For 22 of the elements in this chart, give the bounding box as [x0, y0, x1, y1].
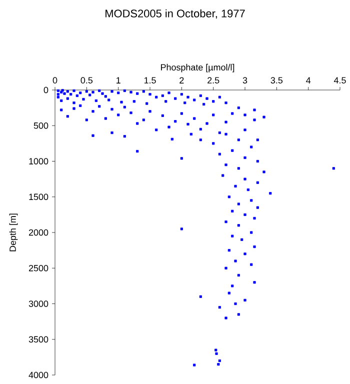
x-tick-label: 0	[52, 77, 58, 84]
x-tick-label: 1	[116, 77, 120, 84]
y-tick-label: 1000	[29, 158, 48, 164]
x-tick-label: 1.5	[144, 77, 156, 84]
y-tick-label: 0	[44, 86, 48, 94]
y-tick-label: 500	[34, 122, 48, 129]
y-tick-label: 4000	[28, 372, 48, 378]
x-tick-label: 4	[306, 77, 311, 84]
y-axis-title: Depth [m]	[9, 214, 18, 252]
x-tick-label: 4.5	[334, 77, 346, 84]
x-tick-label: 2.5	[208, 77, 220, 84]
x-tick-label: 3	[242, 77, 248, 84]
x-axis-title: Phosphate [µmol/l]	[161, 64, 234, 72]
y-tick-label: 2500	[28, 264, 48, 272]
x-tick-label: 0.5	[80, 77, 93, 84]
y-tick-label: 3500	[28, 336, 48, 343]
y-tick-label: 2000	[28, 229, 48, 236]
x-tick-label: 3.5	[270, 77, 283, 84]
y-tick-label: 3000	[28, 300, 48, 307]
chart-title: MODS2005 in October, 1977	[106, 9, 245, 19]
x-tick-label: 2	[180, 77, 184, 84]
y-tick-label: 1500	[29, 194, 48, 200]
